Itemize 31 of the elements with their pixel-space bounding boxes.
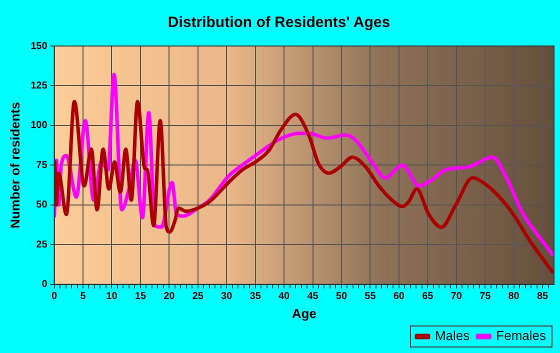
y-tick-label: 75 <box>36 160 48 171</box>
line-series <box>54 100 554 274</box>
x-tick-label: 20 <box>164 291 176 302</box>
y-tick-label: 25 <box>36 239 48 250</box>
x-tick-label: 25 <box>192 291 204 302</box>
x-tick-label: 30 <box>221 291 233 302</box>
y-tick-label: 0 <box>42 279 48 290</box>
x-tick-label: 80 <box>508 291 520 302</box>
chart-title: Distribution of Residents' Ages <box>168 14 390 32</box>
legend-label: Males <box>434 328 470 344</box>
x-tick-label: 45 <box>307 291 319 302</box>
x-tick-label: 55 <box>364 291 376 302</box>
y-tick-label: 100 <box>30 120 48 132</box>
x-tick-label: 35 <box>250 291 262 302</box>
x-tick-label: 40 <box>278 291 290 302</box>
x-tick-label: 15 <box>134 291 146 302</box>
x-tick-label: 60 <box>393 291 405 302</box>
x-tick-label: 0 <box>52 291 58 302</box>
x-tick-label: 10 <box>106 291 118 302</box>
y-tick-label: 125 <box>30 80 48 92</box>
x-tick-label: 75 <box>480 291 492 302</box>
y-axis-title: Number of residents <box>7 102 22 228</box>
x-axis-title: Age <box>292 306 316 321</box>
x-tick-label: 5 <box>80 291 86 302</box>
x-tick-label: 85 <box>536 291 549 302</box>
x-tick-label: 70 <box>450 291 462 302</box>
x-tick-label: 65 <box>422 291 434 302</box>
y-tick-label: 150 <box>30 40 48 52</box>
x-tick-label: 50 <box>336 291 348 302</box>
y-tick-label: 50 <box>36 200 48 211</box>
legend-label: Females <box>496 328 546 344</box>
